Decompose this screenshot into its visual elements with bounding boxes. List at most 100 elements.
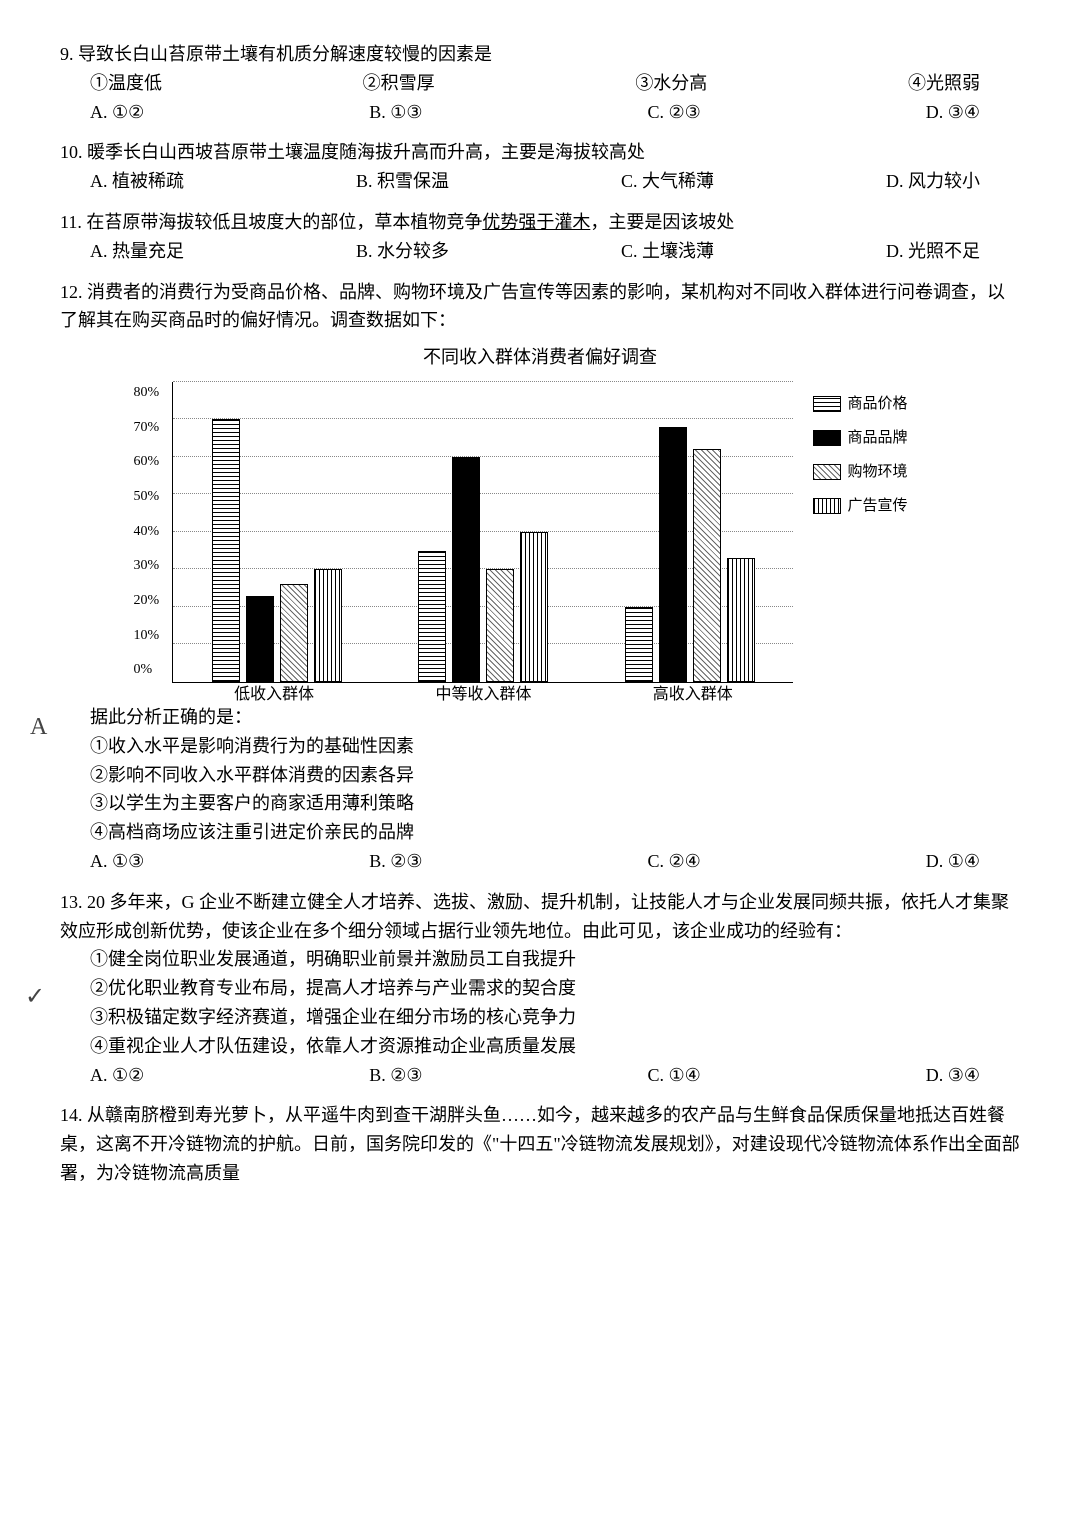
y-tick-label: 80%: [133, 382, 159, 404]
bar: [625, 607, 653, 682]
y-tick-label: 50%: [133, 486, 159, 508]
q11-opt-c: C. 土壤浅薄: [621, 237, 714, 266]
bar: [520, 532, 548, 682]
x-tick-label: 低收入群体: [234, 682, 314, 708]
q9-opt-c: C. ②③: [647, 98, 700, 127]
q10-opt-b: B. 积雪保温: [356, 167, 449, 196]
q11-opt-d: D. 光照不足: [886, 237, 980, 266]
q9-number: 9.: [60, 44, 74, 64]
legend-label: 购物环境: [847, 460, 907, 484]
q13-stems: ①健全岗位职业发展通道，明确职业前景并激励员工自我提升 ②优化职业教育专业布局，…: [90, 945, 1020, 1060]
q12-intro: 消费者的消费行为受商品价格、品牌、购物环境及广告宣传等因素的影响，某机构对不同收…: [60, 282, 1005, 331]
legend-item: 广告宣传: [813, 494, 907, 518]
q12-stem-1: ①收入水平是影响消费行为的基础性因素: [90, 732, 1020, 761]
chart-legend: 商品价格商品品牌购物环境广告宣传: [813, 382, 907, 683]
q9-opt-a: A. ①②: [90, 98, 144, 127]
q13-stem-4: ④重视企业人才队伍建设，依靠人才资源推动企业高质量发展: [90, 1032, 1020, 1061]
q11-opt-a: A. 热量充足: [90, 237, 184, 266]
y-axis: 0% 10% 20% 30% 40% 50% 60% 70% 80%: [133, 382, 159, 682]
q14-text: 从赣南脐橙到寿光萝卜，从平遥牛肉到查干湖胖头鱼……如今，越来越多的农产品与生鲜食…: [60, 1105, 1020, 1183]
q13-options: A. ①② B. ②③ C. ①④ D. ③④: [90, 1061, 1020, 1090]
q10-opt-d: D. 风力较小: [886, 167, 980, 196]
q11-options: A. 热量充足 B. 水分较多 C. 土壤浅薄 D. 光照不足: [90, 237, 1020, 266]
question-14: 14. 从赣南脐橙到寿光萝卜，从平遥牛肉到查干湖胖头鱼……如今，越来越多的农产品…: [60, 1101, 1020, 1187]
bar-group: [212, 419, 342, 682]
y-tick-label: 30%: [133, 555, 159, 577]
bar: [486, 569, 514, 682]
q11-text: 在苔原带海拔较低且坡度大的部位，草本植物竞争优势强于灌木，主要是因该坡处: [86, 212, 734, 232]
bar: [246, 596, 274, 682]
x-tick-label: 高收入群体: [653, 682, 733, 708]
bar: [212, 419, 240, 682]
bar: [727, 558, 755, 682]
q13-opt-d: D. ③④: [926, 1061, 980, 1090]
legend-swatch: [813, 464, 841, 480]
y-tick-label: 0%: [133, 659, 159, 681]
legend-item: 商品品牌: [813, 426, 907, 450]
q9-opt-b: B. ①③: [369, 98, 422, 127]
q12-stem-4: ④高档商场应该注重引进定价亲民的品牌: [90, 818, 1020, 847]
bar: [452, 457, 480, 682]
q9-stems: ①温度低 ②积雪厚 ③水分高 ④光照弱: [90, 69, 1020, 98]
q10-number: 10.: [60, 142, 83, 162]
chart-container: 0%10%20%30%40%50%60%70%80% 低收入群体中等收入群体高收…: [60, 382, 1020, 683]
q12-opt-b: B. ②③: [369, 847, 422, 876]
q12-stem-3: ③以学生为主要客户的商家适用薄利策略: [90, 789, 1020, 818]
q12-opt-d: D. ①④: [926, 847, 980, 876]
bar: [418, 551, 446, 682]
bar: [314, 569, 342, 682]
bar-group: [418, 457, 548, 682]
legend-label: 商品品牌: [847, 426, 907, 450]
legend-item: 商品价格: [813, 392, 907, 416]
q13-number: 13.: [60, 892, 83, 912]
q13-stem-2: ②优化职业教育专业布局，提高人才培养与产业需求的契合度: [90, 974, 1020, 1003]
q12-opt-a: A. ①③: [90, 847, 144, 876]
y-tick-label: 40%: [133, 521, 159, 543]
q13-text: 20 多年来，G 企业不断建立健全人才培养、选拔、激励、提升机制，让技能人才与企…: [60, 892, 1009, 941]
q13-stem-1: ①健全岗位职业发展通道，明确职业前景并激励员工自我提升: [90, 945, 1020, 974]
handwritten-check: ✓: [25, 978, 45, 1016]
legend-label: 商品价格: [847, 392, 907, 416]
q12-opt-c: C. ②④: [647, 847, 700, 876]
q10-opt-c: C. 大气稀薄: [621, 167, 714, 196]
legend-item: 购物环境: [813, 460, 907, 484]
y-tick-label: 20%: [133, 590, 159, 612]
x-axis-labels: 低收入群体 中等收入群体 高收入群体: [173, 682, 793, 708]
handwritten-mark-a: A: [30, 708, 47, 746]
q9-stem-4: ④光照弱: [908, 69, 980, 98]
q9-stem-3: ③水分高: [635, 69, 707, 98]
q10-text: 暖季长白山西坡苔原带土壤温度随海拔升高而升高，主要是海拔较高处: [87, 142, 645, 162]
bar: [280, 584, 308, 682]
bar-chart: 0%10%20%30%40%50%60%70%80% 低收入群体中等收入群体高收…: [172, 382, 793, 683]
question-9: 9. 导致长白山苔原带土壤有机质分解速度较慢的因素是 ①温度低 ②积雪厚 ③水分…: [60, 40, 1020, 126]
q13-opt-a: A. ①②: [90, 1061, 144, 1090]
q12-options: A. ①③ B. ②③ C. ②④ D. ①④: [90, 847, 1020, 876]
q9-text: 导致长白山苔原带土壤有机质分解速度较慢的因素是: [78, 44, 492, 64]
question-12: 12. 消费者的消费行为受商品价格、品牌、购物环境及广告宣传等因素的影响，某机构…: [60, 278, 1020, 876]
q12-stems: ①收入水平是影响消费行为的基础性因素 ②影响不同收入水平群体消费的因素各异 ③以…: [90, 732, 1020, 847]
legend-label: 广告宣传: [847, 494, 907, 518]
legend-swatch: [813, 498, 841, 514]
q11-number: 11.: [60, 212, 82, 232]
q9-options: A. ①② B. ①③ C. ②③ D. ③④: [90, 98, 1020, 127]
question-10: 10. 暖季长白山西坡苔原带土壤温度随海拔升高而升高，主要是海拔较高处 A. 植…: [60, 138, 1020, 196]
legend-swatch: [813, 396, 841, 412]
q13-stem-3: ③积极锚定数字经济赛道，增强企业在细分市场的核心竞争力: [90, 1003, 1020, 1032]
question-13: ✓ 13. 20 多年来，G 企业不断建立健全人才培养、选拔、激励、提升机制，让…: [60, 888, 1020, 1090]
y-tick-label: 70%: [133, 417, 159, 439]
x-tick-label: 中等收入群体: [435, 682, 531, 708]
y-tick-label: 10%: [133, 625, 159, 647]
q11-opt-b: B. 水分较多: [356, 237, 449, 266]
q9-opt-d: D. ③④: [926, 98, 980, 127]
q14-number: 14.: [60, 1105, 83, 1125]
q10-opt-a: A. 植被稀疏: [90, 167, 184, 196]
q13-opt-c: C. ①④: [647, 1061, 700, 1090]
bar: [659, 427, 687, 682]
q9-stem-1: ①温度低: [90, 69, 162, 98]
legend-swatch: [813, 430, 841, 446]
y-tick-label: 60%: [133, 451, 159, 473]
q10-options: A. 植被稀疏 B. 积雪保温 C. 大气稀薄 D. 风力较小: [90, 167, 1020, 196]
question-11: 11. 在苔原带海拔较低且坡度大的部位，草本植物竞争优势强于灌木，主要是因该坡处…: [60, 208, 1020, 266]
bar: [693, 449, 721, 682]
bars-area: [173, 382, 793, 682]
